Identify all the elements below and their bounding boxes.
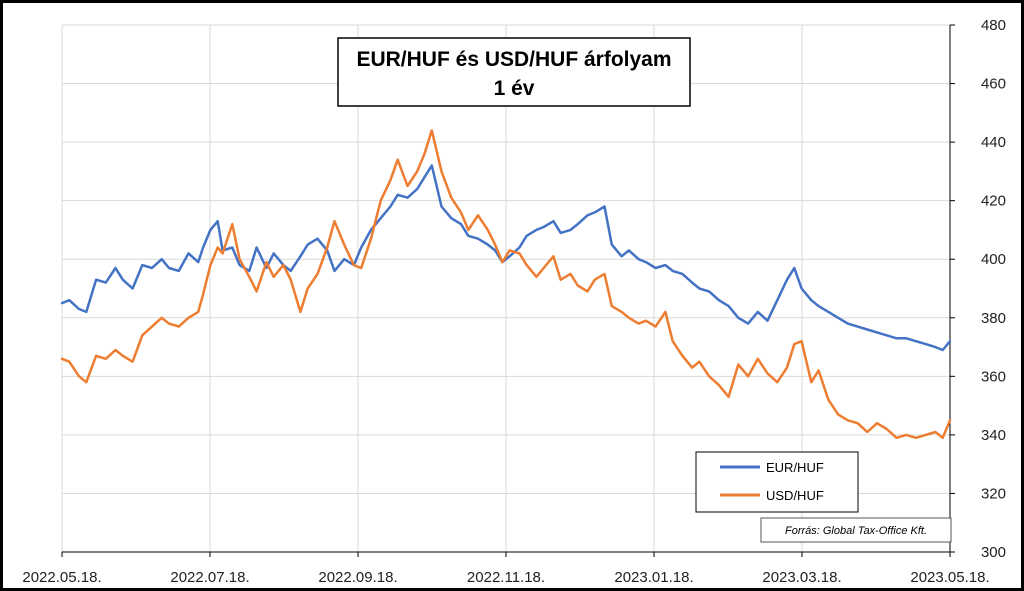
y-tick-label: 300 (981, 544, 1006, 561)
series-line-usd-huf (60, 129, 952, 440)
y-tick-label: 460 (981, 76, 1006, 93)
series-layer (60, 129, 952, 440)
source-border (760, 517, 952, 543)
source-label: Forrás: Global Tax-Office Kft. (785, 525, 927, 537)
x-tick-label: 2023.01.18. (614, 569, 693, 586)
y-tick-label: 340 (981, 427, 1006, 444)
legend-label-eur: EUR/HUF (766, 460, 824, 475)
y-tick-label: 320 (981, 485, 1006, 502)
x-tick-label: 2022.05.18. (22, 569, 101, 586)
y-tick-label: 480 (981, 17, 1006, 34)
x-tick-label: 2023.05.18. (910, 569, 989, 586)
y-tick-label: 420 (981, 193, 1006, 210)
source-note: Forrás: Global Tax-Office Kft. (760, 517, 952, 543)
axes (61, 24, 955, 557)
chart-title-box: EUR/HUF és USD/HUF árfolyam 1 év (337, 37, 691, 107)
y-tick-label: 440 (981, 134, 1006, 151)
y-axis-tick-labels: 300 320 340 360 380 400 420 440 460 480 (981, 17, 1006, 561)
y-tick-label: 360 (981, 368, 1006, 385)
legend: EUR/HUF USD/HUF (695, 451, 859, 513)
chart-title-line-1: EUR/HUF és USD/HUF árfolyam (356, 48, 671, 71)
y-tick-label: 400 (981, 251, 1006, 268)
y-tick-label: 380 (981, 310, 1006, 327)
x-tick-label: 2023.03.18. (762, 569, 841, 586)
legend-box (695, 451, 859, 513)
x-tick-label: 2022.11.18. (467, 569, 545, 586)
chart-title-line-2: 1 év (494, 77, 535, 100)
legend-label-usd: USD/HUF (766, 488, 824, 503)
x-axis-tick-labels: 2022.05.18. 2022.07.18. 2022.09.18. 2022.11… (22, 569, 989, 586)
title-border (337, 37, 691, 107)
x-tick-label: 2022.09.18. (318, 569, 397, 586)
x-tick-label: 2022.07.18. (170, 569, 249, 586)
